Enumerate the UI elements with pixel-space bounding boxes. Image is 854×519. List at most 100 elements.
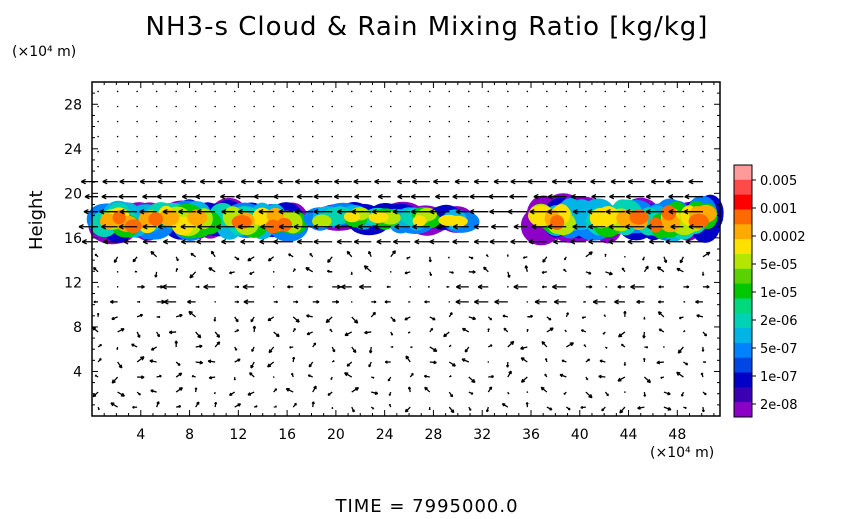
- wind-vector: [702, 391, 707, 396]
- wind-vector: [488, 375, 494, 379]
- wind-vector: [658, 300, 664, 304]
- wind-vector: [195, 401, 200, 408]
- cloud-cell: [187, 209, 208, 226]
- wind-vector: [507, 135, 509, 138]
- cloud-cell: [653, 212, 683, 238]
- cloud-cell: [168, 209, 197, 233]
- wind-vector: [313, 223, 333, 230]
- cloud-cell: [442, 209, 467, 230]
- wind-vector: [507, 391, 510, 395]
- cloud-cell: [278, 210, 296, 232]
- cloud-cell: [344, 211, 368, 228]
- wind-vector: [116, 165, 119, 168]
- cloud-cell: [589, 207, 613, 229]
- wind-vector: [404, 406, 411, 413]
- wind-vector: [237, 223, 255, 230]
- wind-vector: [542, 256, 548, 263]
- wind-vector: [657, 311, 665, 318]
- wind-vector: [350, 271, 353, 276]
- wind-vector: [331, 165, 334, 168]
- wind-vector: [700, 372, 704, 378]
- wind-vector: [428, 120, 431, 123]
- wind-vector: [468, 256, 474, 260]
- wind-vector: [599, 359, 606, 363]
- wind-vector: [682, 90, 685, 93]
- cloud-cell: [648, 217, 663, 233]
- colorbar: 0.005 0.001 0.0002 5e-05 1e-05 2e-06 5e-07 1e-0…: [733, 164, 806, 418]
- wind-vector: [214, 135, 216, 138]
- cloud-cell: [88, 208, 136, 245]
- wind-vector: [448, 90, 451, 93]
- wind-vector: [291, 372, 294, 378]
- wind-vector: [663, 256, 668, 264]
- wind-vector: [253, 150, 255, 153]
- wind-vector: [649, 239, 664, 245]
- wind-vector: [513, 223, 528, 230]
- wind-vector: [187, 299, 196, 305]
- cloud-cell: [694, 204, 717, 223]
- cloud-cell: [607, 208, 634, 232]
- wind-vector: [491, 223, 508, 230]
- wind-vector: [487, 105, 490, 108]
- wind-vector: [452, 223, 469, 230]
- wind-vector: [97, 406, 100, 411]
- wind-vector: [96, 312, 100, 317]
- wind-vector: [103, 239, 118, 245]
- wind-vector: [513, 284, 528, 290]
- wind-vector: [624, 255, 626, 258]
- wind-vector: [624, 223, 645, 230]
- wind-vector: [97, 165, 99, 168]
- wind-vector: [233, 120, 236, 123]
- wind-vector: [353, 239, 372, 245]
- cloud-cell: [235, 213, 259, 235]
- cloud-cell: [581, 198, 616, 230]
- wind-vector: [370, 150, 373, 153]
- wind-vector: [156, 374, 162, 378]
- cloud-cell: [640, 203, 680, 237]
- wind-vector: [461, 327, 470, 333]
- cloud-cell: [400, 208, 431, 227]
- wind-vector: [643, 376, 652, 384]
- wind-vector: [565, 165, 568, 168]
- wind-vector: [293, 300, 299, 304]
- cloud-cell: [316, 203, 363, 231]
- wind-vector: [565, 120, 568, 123]
- wind-vector: [658, 285, 664, 289]
- wind-vector: [688, 223, 703, 230]
- wind-vector: [311, 105, 314, 108]
- wind-vector: [292, 356, 296, 363]
- wind-vector: [393, 239, 411, 245]
- wind-vector: [679, 256, 684, 264]
- wind-vector: [526, 150, 529, 153]
- wind-vector: [119, 208, 138, 215]
- colorbar-swatch: [734, 209, 752, 225]
- wind-vector: [214, 165, 216, 168]
- wind-vector: [643, 150, 646, 153]
- wind-vector: [388, 391, 392, 396]
- cloud-cell: [277, 210, 308, 235]
- x-tick-label: 12: [229, 427, 247, 443]
- wind-vector: [506, 254, 509, 257]
- wind-vector: [132, 405, 138, 409]
- wind-vector: [580, 329, 587, 333]
- cloud-cell: [680, 205, 698, 226]
- wind-vector: [625, 208, 645, 215]
- wind-vector: [389, 150, 392, 153]
- wind-vector: [368, 346, 373, 354]
- wind-vector: [625, 193, 645, 200]
- wind-vector: [469, 208, 489, 215]
- wind-vector: [136, 313, 144, 318]
- wind-vector: [565, 406, 571, 411]
- wind-vector: [520, 376, 528, 383]
- wind-vector: [544, 373, 548, 378]
- wind-vector: [605, 285, 608, 288]
- wind-vector: [429, 327, 434, 333]
- wind-vector: [665, 239, 684, 245]
- wind-vector: [526, 105, 529, 108]
- colorbar-swatch: [734, 194, 752, 210]
- wind-vector: [292, 105, 295, 108]
- wind-vector: [392, 208, 411, 215]
- cloud-cell: [171, 216, 194, 236]
- wind-vector: [682, 135, 685, 138]
- wind-vector: [156, 299, 166, 305]
